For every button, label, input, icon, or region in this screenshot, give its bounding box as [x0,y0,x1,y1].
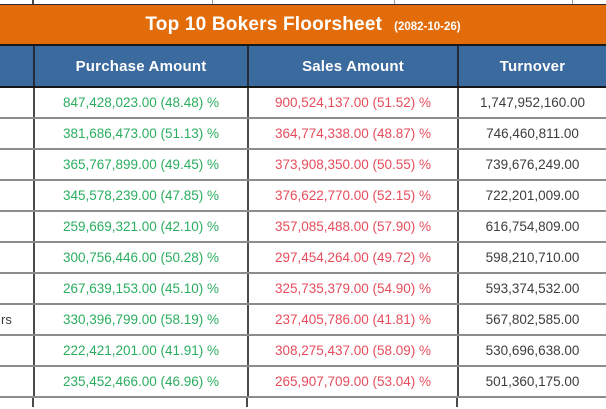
purchase-amount-cell: 235,452,466.00 (46.96) % [33,367,247,396]
table-body: 847,428,023.00 (48.48) % 900,524,137.00 … [0,88,606,398]
sales-amount-cell: 265,907,709.00 (53.04) % [247,367,457,396]
turnover-cell: 501,360,175.00 [457,367,606,396]
turnover-cell: 530,696,638.00 [457,336,606,365]
table-row: 259,669,321.00 (42.10) % 357,085,488.00 … [0,212,606,243]
sales-amount-cell: 237,405,786.00 (41.81) % [247,305,457,334]
header-broker-column [0,46,33,86]
turnover-cell: 593,374,532.00 [457,274,606,303]
turnover-cell: 567,802,585.00 [457,305,606,334]
turnover-cell: 722,201,009.00 [457,181,606,210]
header-purchase-amount: Purchase Amount [33,46,247,86]
table-row: 300,756,446.00 (50.28) % 297,454,264.00 … [0,243,606,274]
table-row: 847,428,023.00 (48.48) % 900,524,137.00 … [0,88,606,119]
table-row: 267,639,153.00 (45.10) % 325,735,379.00 … [0,274,606,305]
broker-name-fragment [0,243,33,272]
purchase-amount-cell: 847,428,023.00 (48.48) % [33,88,247,117]
turnover-cell: 616,754,809.00 [457,212,606,241]
turnover-cell: 598,210,710.00 [457,243,606,272]
sales-amount-cell: 376,622,770.00 (52.15) % [247,181,457,210]
title-date: (2082-10-26) [394,20,461,33]
header-sales-amount: Sales Amount [247,46,457,86]
page-title: Top 10 Bokers Floorsheet [145,13,383,35]
table-row: rs 330,396,799.00 (58.19) % 237,405,786.… [0,305,606,336]
purchase-amount-cell: 267,639,153.00 (45.10) % [33,274,247,303]
grid-line [212,0,213,4]
table-row: 345,578,239.00 (47.85) % 376,622,770.00 … [0,181,606,212]
broker-name-fragment [0,150,33,179]
purchase-amount-cell: 345,578,239.00 (47.85) % [33,181,247,210]
table-row: 235,452,466.00 (46.96) % 265,907,709.00 … [0,367,606,398]
turnover-cell: 739,676,249.00 [457,150,606,179]
grid-line [572,0,573,4]
table-row: 222,421,201.00 (41.91) % 308,275,437.00 … [0,336,606,367]
title-banner: Top 10 Bokers Floorsheet (2082-10-26) [0,4,606,46]
turnover-cell: 746,460,811.00 [457,119,606,148]
table-row: 381,686,473.00 (51.13) % 364,774,338.00 … [0,119,606,150]
purchase-amount-cell: 259,669,321.00 (42.10) % [33,212,247,241]
broker-name-fragment [0,181,33,210]
table-header-row: Purchase Amount Sales Amount Turnover [0,46,606,88]
sales-amount-cell: 900,524,137.00 (51.52) % [247,88,457,117]
sales-amount-cell: 297,454,264.00 (49.72) % [247,243,457,272]
turnover-cell: 1,747,952,160.00 [457,88,606,117]
purchase-amount-cell: 365,767,899.00 (49.45) % [33,150,247,179]
purchase-amount-cell: 381,686,473.00 (51.13) % [33,119,247,148]
sales-amount-cell: 364,774,338.00 (48.87) % [247,119,457,148]
broker-name-fragment [0,274,33,303]
grid-line [32,398,34,407]
table-row: 365,767,899.00 (49.45) % 373,908,350.00 … [0,150,606,181]
purchase-amount-cell: 330,396,799.00 (58.19) % [33,305,247,334]
purchase-amount-cell: 300,756,446.00 (50.28) % [33,243,247,272]
sales-amount-cell: 308,275,437.00 (58.09) % [247,336,457,365]
grid-line [394,0,395,4]
grid-line [246,398,248,407]
broker-name-fragment [0,336,33,365]
cropped-top-gridline-strip [0,0,606,4]
cropped-bottom-gridline-strip [0,398,606,409]
sales-amount-cell: 373,908,350.00 (50.55) % [247,150,457,179]
broker-name-fragment [0,367,33,396]
broker-name-fragment [0,212,33,241]
broker-name-fragment [0,119,33,148]
purchase-amount-cell: 222,421,201.00 (41.91) % [33,336,247,365]
grid-line [32,0,34,4]
sales-amount-cell: 325,735,379.00 (54.90) % [247,274,457,303]
broker-name-fragment [0,88,33,117]
header-turnover: Turnover [457,46,606,86]
grid-line [456,398,458,407]
broker-name-fragment: rs [1,312,12,327]
sales-amount-cell: 357,085,488.00 (57.90) % [247,212,457,241]
